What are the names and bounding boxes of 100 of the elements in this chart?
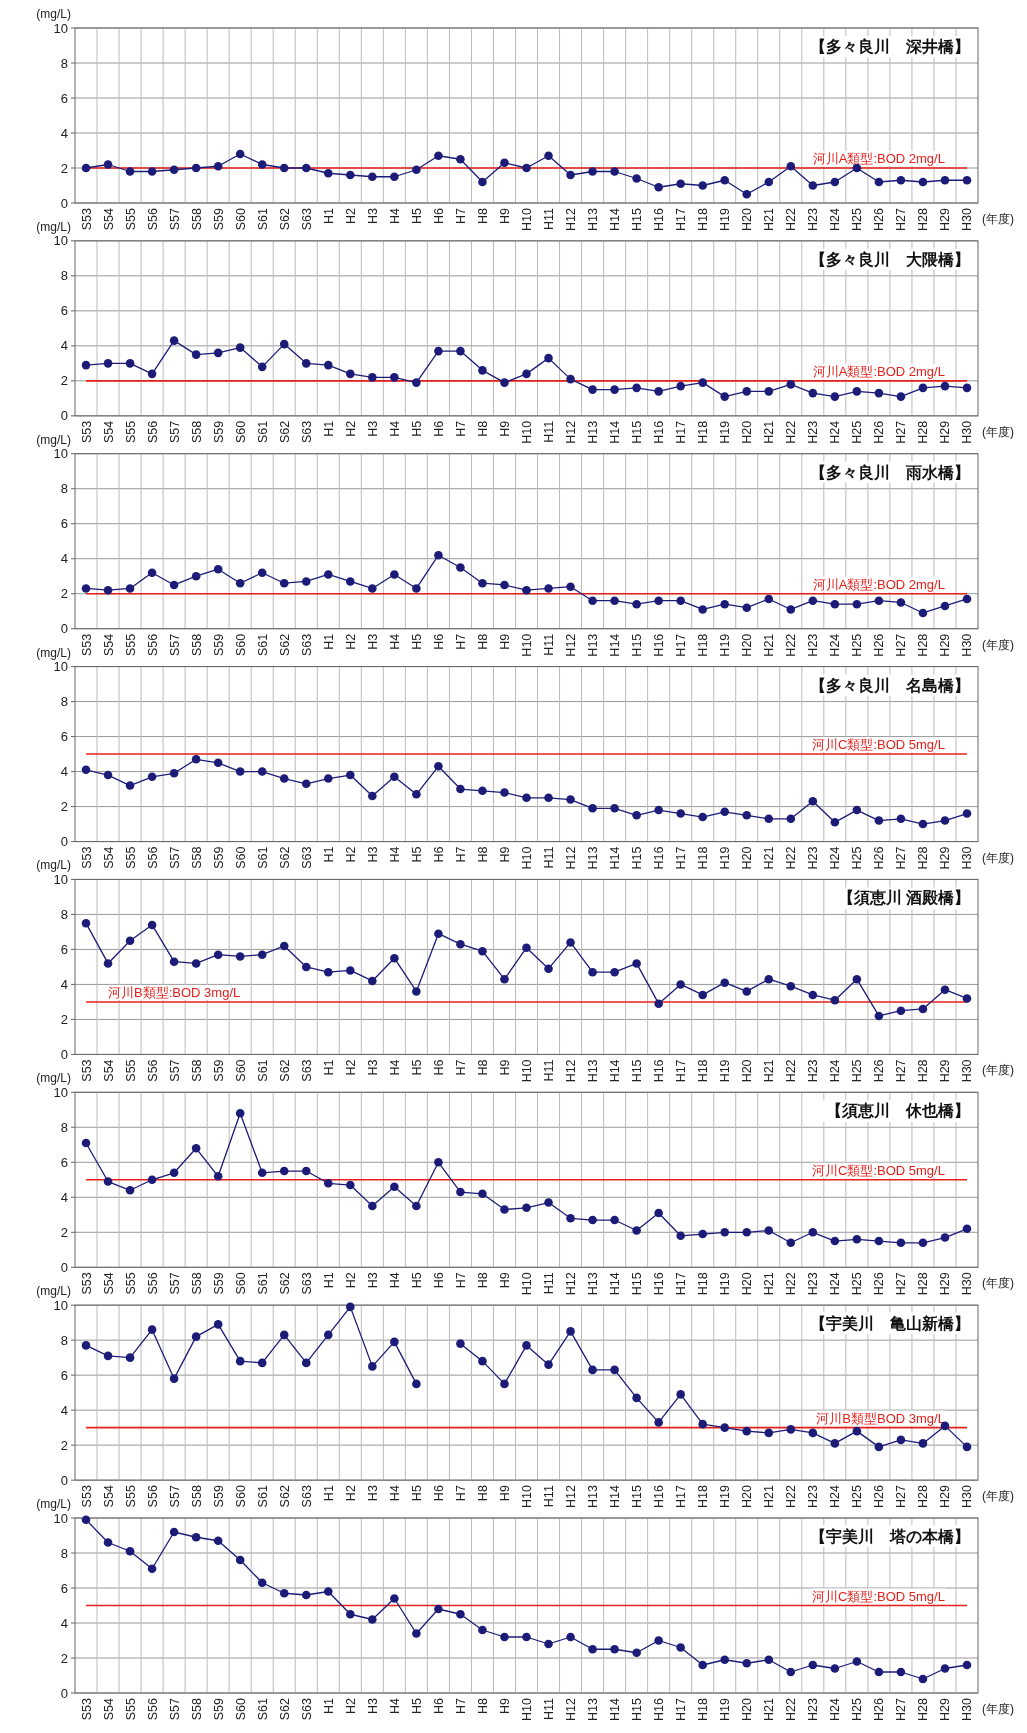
- point: [368, 1201, 377, 1211]
- x-tick-label: H15: [630, 1485, 645, 1509]
- point: [808, 990, 818, 1000]
- y-tick-label: 6: [60, 941, 68, 957]
- x-tick-label: H20: [740, 1059, 755, 1083]
- point: [830, 1664, 840, 1673]
- point: [323, 360, 333, 370]
- x-tick-label: H15: [630, 1059, 645, 1083]
- x-tick-label: H6: [431, 1485, 446, 1502]
- x-tick-label: H29: [938, 846, 953, 870]
- x-tick-label: H27: [894, 1272, 909, 1296]
- x-tick-label: S60: [233, 1272, 248, 1295]
- point: [169, 580, 179, 590]
- x-tick-label: H17: [674, 1697, 689, 1721]
- point: [257, 767, 267, 776]
- x-tick-label: H3: [365, 1697, 380, 1714]
- x-tick-label: H9: [497, 846, 512, 863]
- x-tick-label: H19: [718, 846, 733, 870]
- x-tick-label: H10: [520, 1272, 534, 1296]
- point: [830, 1236, 840, 1246]
- x-tick-label: S61: [255, 1697, 270, 1721]
- x-tick-label: H20: [740, 207, 755, 231]
- x-tick-label: H5: [409, 1059, 424, 1076]
- point: [500, 1205, 509, 1214]
- point: [940, 175, 950, 185]
- x-tick-label: H6: [431, 207, 446, 224]
- x-tick-label: S61: [255, 1272, 270, 1295]
- point: [235, 578, 245, 588]
- x-tick-label: H14: [608, 1485, 623, 1509]
- x-tick-label: H22: [784, 420, 799, 444]
- point: [191, 959, 201, 968]
- point: [456, 784, 465, 794]
- point: [566, 938, 575, 947]
- point: [81, 1341, 91, 1350]
- x-tick-label: H12: [564, 1272, 579, 1296]
- x-tick-label: H9: [497, 633, 512, 650]
- point: [742, 987, 752, 996]
- x-tick-label: H7: [453, 1697, 468, 1714]
- point: [918, 383, 928, 393]
- x-tick-label: H13: [586, 633, 601, 657]
- x-tick-label: S55: [123, 1272, 138, 1295]
- x-tick-label: H5: [409, 633, 424, 650]
- point: [213, 1536, 223, 1546]
- x-tick-label: H24: [828, 633, 843, 657]
- text: 【多々良川 深井橋】: [810, 38, 970, 55]
- point: [742, 387, 752, 396]
- x-tick-label: H23: [806, 1059, 821, 1083]
- x-tick-label: H28: [916, 1697, 931, 1721]
- point: [147, 167, 157, 176]
- point: [390, 373, 399, 382]
- point: [81, 1515, 91, 1525]
- x-tick-label: H24: [828, 207, 843, 231]
- y-tick-label: 0: [60, 1046, 68, 1062]
- point: [786, 981, 796, 991]
- point: [191, 571, 201, 581]
- point: [676, 179, 685, 189]
- x-tick-label: H16: [652, 207, 667, 231]
- point: [918, 1238, 928, 1248]
- x-tick-label: H16: [652, 1059, 667, 1083]
- x-tick-label: H30: [960, 1697, 975, 1721]
- point: [654, 1418, 663, 1427]
- point: [676, 1390, 685, 1399]
- point: [346, 966, 355, 975]
- point: [676, 980, 685, 989]
- point: [412, 1379, 421, 1389]
- ref-line-label: 河川C類型:BOD 5mg/L: [812, 1588, 945, 1604]
- x-tick-label: S54: [101, 1059, 116, 1082]
- x-tick-label: H9: [497, 1272, 512, 1289]
- text: 【宇美川 塔の本橋】: [810, 1527, 970, 1545]
- x-tick-label: H12: [564, 1697, 579, 1721]
- point: [588, 1365, 597, 1375]
- point: [698, 1229, 707, 1239]
- y-axis-title: (mg/L): [36, 432, 71, 447]
- point: [169, 165, 179, 175]
- x-tick-label: H4: [387, 846, 402, 863]
- point: [301, 1358, 311, 1368]
- x-tick-label: S63: [299, 1697, 314, 1721]
- x-tick-label: S53: [79, 207, 94, 231]
- x-axis-title: (年度): [982, 424, 1014, 439]
- point: [279, 578, 289, 588]
- x-tick-label: H14: [608, 420, 623, 444]
- y-tick-label: 10: [53, 446, 68, 462]
- x-tick-label: S61: [255, 420, 270, 444]
- point: [874, 1011, 884, 1021]
- x-tick-label: S59: [211, 1059, 226, 1082]
- x-tick-label: H27: [894, 1059, 909, 1083]
- y-tick-label: 6: [60, 1580, 68, 1596]
- point: [522, 943, 531, 952]
- point: [346, 770, 355, 780]
- point: [213, 1171, 223, 1181]
- point: [257, 1578, 267, 1588]
- point: [764, 177, 774, 187]
- point: [566, 1327, 575, 1336]
- point: [786, 161, 796, 171]
- y-tick-label: 8: [60, 1332, 68, 1348]
- x-tick-label: H25: [850, 1697, 865, 1721]
- point: [654, 596, 663, 606]
- x-tick-label: H11: [542, 1485, 557, 1508]
- point: [676, 381, 685, 391]
- x-tick-label: H9: [497, 207, 512, 224]
